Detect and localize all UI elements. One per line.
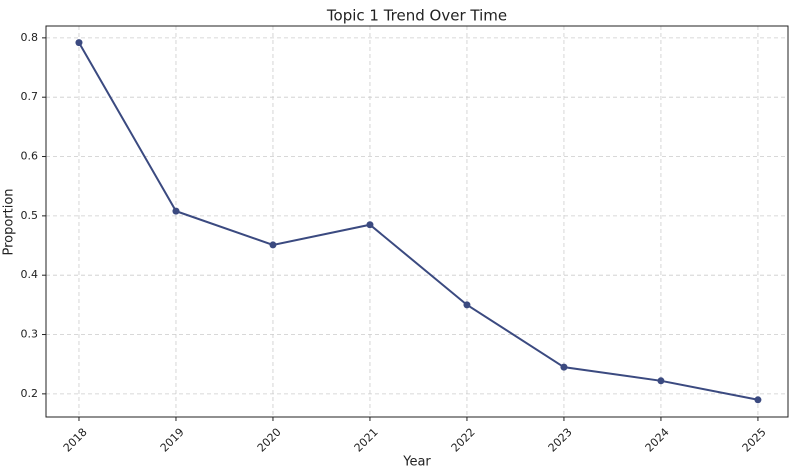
x-tick-label: 2024: [643, 426, 672, 455]
data-point: [75, 39, 83, 47]
x-tick-label: 2021: [352, 426, 381, 455]
y-tick-label: 0.7: [21, 90, 39, 103]
chart-title: Topic 1 Trend Over Time: [326, 7, 507, 25]
y-tick-label: 0.4: [21, 268, 39, 281]
y-axis-label: Proportion: [2, 188, 17, 255]
data-point: [560, 363, 568, 371]
data-point: [657, 377, 665, 385]
data-point: [754, 396, 762, 404]
y-tick-label: 0.8: [21, 31, 39, 44]
data-point: [172, 207, 180, 215]
x-axis-label: Year: [402, 455, 431, 468]
y-tick-label: 0.6: [21, 150, 39, 163]
y-tick-label: 0.2: [21, 387, 39, 400]
data-point: [366, 221, 374, 229]
x-tick-label: 2025: [740, 426, 769, 455]
data-line: [78, 42, 759, 401]
data-point: [463, 301, 471, 309]
plot-frame: [45, 25, 789, 418]
x-tick-label: 2020: [255, 426, 284, 455]
x-tick-label: 2019: [158, 426, 187, 455]
x-tick-label: 2018: [61, 426, 90, 455]
y-tick-label: 0.5: [21, 209, 39, 222]
data-point: [269, 241, 277, 249]
y-tick-label: 0.3: [21, 328, 39, 341]
x-tick-label: 2023: [546, 426, 575, 455]
x-tick-label: 2022: [449, 426, 478, 455]
